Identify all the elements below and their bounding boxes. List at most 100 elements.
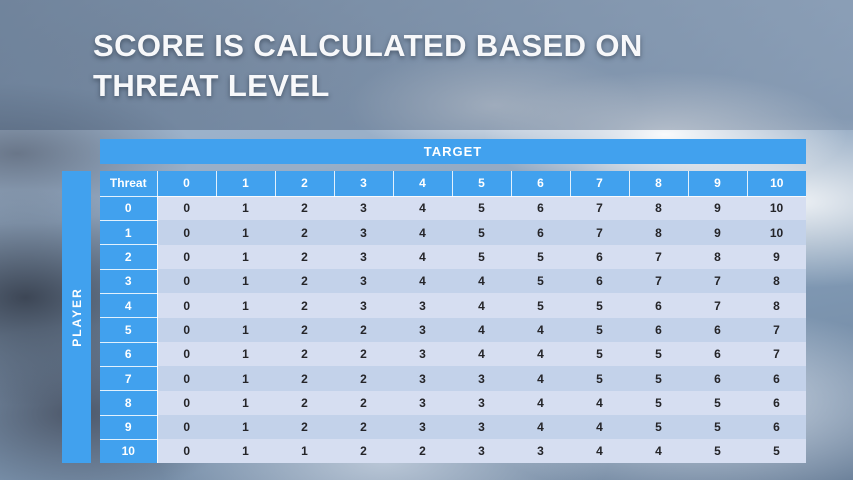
score-cell: 1 (216, 317, 275, 343)
target-column-header: 4 (393, 171, 453, 197)
score-cell: 1 (216, 390, 275, 416)
score-cell: 1 (216, 244, 275, 270)
title-band: SCORE IS CALCULATED BASED ON THREAT LEVE… (0, 0, 853, 130)
score-cell: 8 (747, 293, 806, 318)
score-cell: 9 (688, 220, 747, 245)
score-cell: 2 (275, 196, 334, 221)
score-cell: 4 (452, 317, 511, 343)
target-column-header: 7 (570, 171, 630, 197)
score-cell: 1 (216, 220, 275, 245)
score-cell: 2 (334, 439, 393, 463)
score-cell: 4 (511, 342, 570, 367)
score-cell: 3 (393, 293, 452, 318)
score-cell: 6 (629, 317, 688, 343)
table-row: 0 0 1 2 3 4 5 6 7 8 9 10 (100, 196, 806, 221)
score-cell: 3 (393, 390, 452, 416)
score-cell: 4 (393, 220, 452, 245)
score-cell: 3 (452, 366, 511, 391)
slide-title-line1: SCORE IS CALCULATED BASED ON (93, 28, 643, 63)
score-cell: 0 (157, 342, 216, 367)
score-cell: 4 (570, 390, 629, 416)
threat-row-header: 1 (100, 220, 158, 246)
score-cell: 7 (629, 269, 688, 294)
score-cell: 1 (216, 269, 275, 294)
target-column-header: 1 (216, 171, 276, 197)
score-cell: 4 (570, 415, 629, 440)
table-row: 1 0 1 2 3 4 5 6 7 8 9 10 (100, 220, 806, 246)
threat-row-header: 6 (100, 342, 158, 367)
score-cell: 2 (275, 220, 334, 245)
score-cell: 0 (157, 366, 216, 391)
score-cell: 5 (629, 415, 688, 440)
score-cell: 3 (334, 269, 393, 294)
target-column-header: 8 (629, 171, 689, 197)
threat-row-header: 9 (100, 415, 158, 440)
score-cell: 3 (452, 439, 511, 463)
score-cell: 0 (157, 220, 216, 245)
score-cell: 3 (393, 415, 452, 440)
score-cell: 6 (688, 342, 747, 367)
score-cell: 0 (157, 390, 216, 416)
score-cell: 6 (570, 244, 629, 270)
score-cell: 5 (570, 293, 629, 318)
score-cell: 8 (688, 244, 747, 270)
score-cell: 4 (393, 196, 452, 221)
score-cell: 2 (334, 415, 393, 440)
score-cell: 2 (334, 342, 393, 367)
score-cell: 5 (511, 244, 570, 270)
score-cell: 3 (511, 439, 570, 463)
score-cell: 1 (275, 439, 334, 463)
score-cell: 2 (275, 342, 334, 367)
score-cell: 3 (393, 317, 452, 343)
score-cell: 1 (216, 415, 275, 440)
score-cell: 8 (747, 269, 806, 294)
score-cell: 5 (452, 244, 511, 270)
target-column-header: 10 (747, 171, 806, 197)
score-cell: 7 (570, 196, 629, 221)
table-header-row: Threat 0 1 2 3 4 5 6 7 8 9 10 (100, 171, 806, 197)
table-row: 10 0 1 1 2 2 3 3 4 4 5 5 (100, 439, 806, 463)
slide-title: SCORE IS CALCULATED BASED ON THREAT LEVE… (93, 26, 733, 105)
score-cell: 1 (216, 196, 275, 221)
score-cell: 3 (334, 244, 393, 270)
score-cell: 3 (393, 342, 452, 367)
score-cell: 2 (334, 390, 393, 416)
target-column-header: 3 (334, 171, 394, 197)
score-cell: 6 (511, 220, 570, 245)
score-cell: 4 (452, 293, 511, 318)
score-cell: 4 (393, 269, 452, 294)
score-cell: 3 (393, 366, 452, 391)
score-cell: 0 (157, 269, 216, 294)
score-cell: 5 (452, 196, 511, 221)
score-cell: 2 (393, 439, 452, 463)
score-cell: 6 (688, 317, 747, 343)
score-cell: 10 (747, 196, 806, 221)
threat-row-header: 10 (100, 439, 158, 463)
score-cell: 3 (334, 196, 393, 221)
score-cell: 4 (511, 366, 570, 391)
score-cell: 2 (275, 366, 334, 391)
score-cell: 2 (275, 293, 334, 318)
score-cell: 4 (511, 415, 570, 440)
score-cell: 2 (334, 366, 393, 391)
threat-row-header: 7 (100, 366, 158, 392)
score-cell: 0 (157, 293, 216, 318)
score-cell: 1 (216, 366, 275, 391)
score-cell: 7 (688, 269, 747, 294)
score-cell: 0 (157, 439, 216, 463)
score-cell: 5 (688, 415, 747, 440)
score-cell: 7 (570, 220, 629, 245)
score-cell: 0 (157, 317, 216, 343)
score-cell: 2 (334, 317, 393, 343)
score-cell: 6 (688, 366, 747, 391)
score-cell: 0 (157, 196, 216, 221)
score-cell: 5 (511, 293, 570, 318)
score-table: Threat 0 1 2 3 4 5 6 7 8 9 10 0 0 1 2 3 4 5 6 7 8 9 10 1 0 1 2 3 4 5 6 7… (100, 171, 806, 463)
